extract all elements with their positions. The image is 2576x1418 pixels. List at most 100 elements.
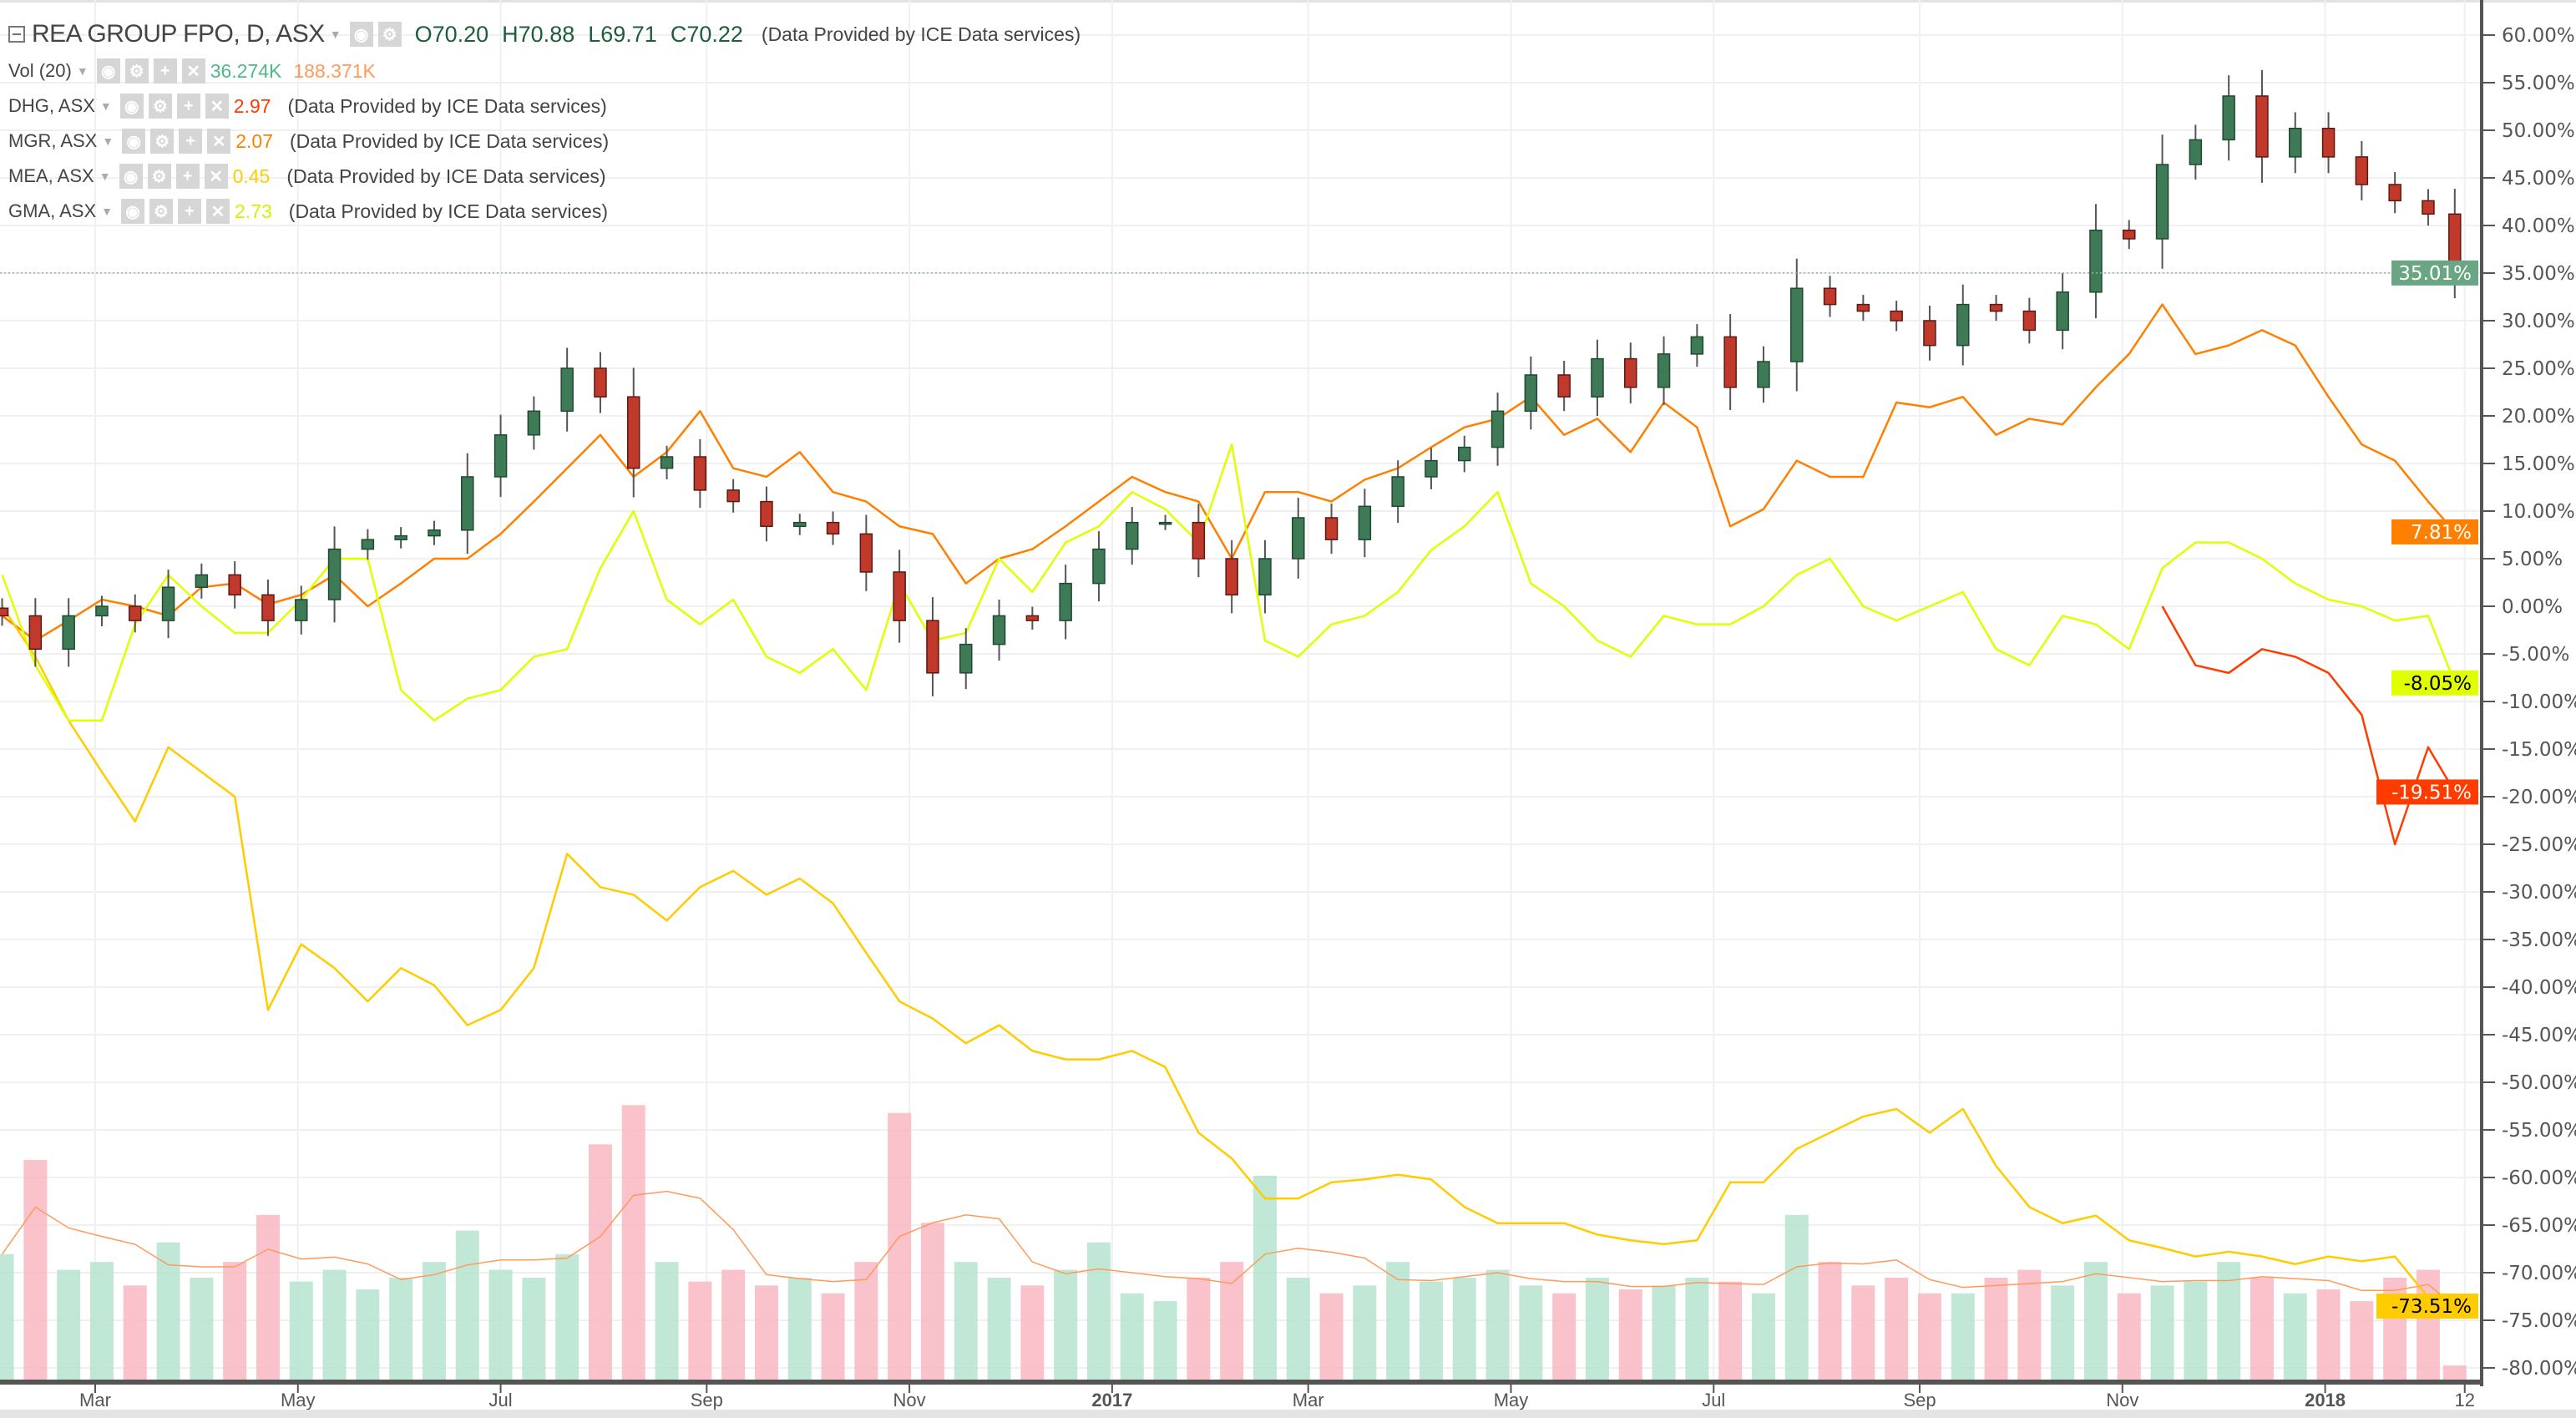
y-tick-label: -20.00% xyxy=(2502,787,2576,808)
volume-bar xyxy=(23,1160,48,1380)
gear-icon[interactable]: ⚙ xyxy=(124,58,149,84)
series-line-mea[interactable] xyxy=(1,605,2456,1308)
candle xyxy=(1258,558,1272,596)
compare-legend-row: MEA, ASX ▼ ◉ ⚙ + ✕ 0.45 (Data Provided b… xyxy=(8,159,1081,194)
candle xyxy=(760,500,773,527)
candle xyxy=(1458,446,1471,462)
volume-bar xyxy=(821,1293,845,1380)
candle xyxy=(1391,476,1404,508)
candle xyxy=(0,607,9,617)
y-tick-label: -50.00% xyxy=(2502,1072,2576,1094)
candle xyxy=(1225,558,1238,596)
candle xyxy=(959,643,973,674)
volume-bar xyxy=(2083,1262,2108,1380)
plus-icon[interactable]: + xyxy=(175,164,200,189)
x-tick-label: Mar xyxy=(79,1390,111,1410)
time-axis[interactable]: Mar May Jul Sep Nov 2017 Mar May Jul Sep Nov 2018 12 xyxy=(79,1380,2475,1410)
compare-symbol-name[interactable]: GMA, ASX xyxy=(8,200,97,221)
compare-symbol-name[interactable]: MGR, ASX xyxy=(8,130,98,151)
candle xyxy=(28,615,43,651)
compare-value: 2.73 xyxy=(235,200,272,222)
eye-icon[interactable]: ◉ xyxy=(349,22,373,47)
volume-legend: Vol (20) ▼ ◉ ⚙ + ✕ 36.274K 188.371K xyxy=(8,53,1081,89)
close-icon[interactable]: ✕ xyxy=(204,164,228,189)
gear-icon[interactable]: ⚙ xyxy=(150,129,175,154)
last-value-label-rea-bg xyxy=(2391,260,2478,286)
candle xyxy=(594,367,607,398)
price-axis[interactable]: 60.00% 55.00% 50.00% 45.00% 40.00% 35.00% 30.0… xyxy=(2483,25,2576,1380)
volume-bar xyxy=(1253,1175,1277,1380)
candle xyxy=(1757,361,1770,388)
candle xyxy=(2189,139,2203,165)
candle xyxy=(261,594,275,621)
close-icon[interactable]: ✕ xyxy=(181,58,205,84)
symbol-title[interactable]: REA GROUP FPO, D, ASX xyxy=(32,20,325,48)
last-value-label-gma-bg xyxy=(2391,670,2478,696)
volume-bar xyxy=(2017,1269,2042,1380)
volume-bar xyxy=(754,1285,778,1380)
volume-bar xyxy=(954,1262,978,1380)
volume-bar xyxy=(1519,1285,1543,1380)
gear-icon[interactable]: ⚙ xyxy=(377,22,402,47)
x-tick-label: Mar xyxy=(1293,1390,1324,1410)
x-tick-label: 2017 xyxy=(1091,1390,1132,1410)
volume-bar xyxy=(555,1253,579,1380)
chevron-down-icon[interactable]: ▼ xyxy=(329,28,342,41)
volume-bar xyxy=(1086,1242,1111,1380)
volume-bar xyxy=(1618,1289,1642,1380)
volume-bar xyxy=(920,1223,944,1380)
volume-bar xyxy=(987,1277,1011,1380)
compare-value: 0.45 xyxy=(232,165,271,187)
y-tick-label: 55.00% xyxy=(2502,73,2575,94)
plus-icon[interactable]: + xyxy=(176,94,200,119)
eye-icon[interactable]: ◉ xyxy=(121,199,145,224)
candle xyxy=(2321,127,2336,158)
candle xyxy=(2422,200,2435,215)
close-icon[interactable]: ✕ xyxy=(206,199,230,224)
volume-ma-line xyxy=(1,1190,2456,1307)
volume-bar xyxy=(522,1277,546,1380)
collapse-legend-icon[interactable] xyxy=(8,26,25,43)
last-value-label-mea-bg xyxy=(2376,1294,2478,1319)
volume-value: 36.274K xyxy=(210,59,282,82)
plus-icon[interactable]: + xyxy=(178,199,202,224)
close-icon[interactable]: ✕ xyxy=(207,129,231,154)
y-tick-label: -70.00% xyxy=(2502,1263,2576,1284)
compare-symbol-name[interactable]: DHG, ASX xyxy=(8,95,95,116)
gear-icon[interactable]: ⚙ xyxy=(147,164,171,189)
volume-bar xyxy=(1751,1293,1775,1380)
plus-icon[interactable]: + xyxy=(153,58,177,84)
eye-icon[interactable]: ◉ xyxy=(119,94,144,119)
series-line-gma[interactable] xyxy=(1,443,2456,722)
volume-bar xyxy=(1885,1277,1909,1380)
gear-icon[interactable]: ⚙ xyxy=(149,199,174,224)
candle xyxy=(1524,374,1538,413)
eye-icon[interactable]: ◉ xyxy=(96,58,120,84)
chevron-down-icon[interactable]: ▼ xyxy=(102,134,114,148)
volume-name[interactable]: Vol (20) xyxy=(8,60,72,81)
chevron-down-icon[interactable]: ▼ xyxy=(99,170,111,183)
close-icon[interactable]: ✕ xyxy=(205,94,229,119)
candle xyxy=(1624,357,1637,388)
volume-bar xyxy=(1120,1293,1144,1380)
eye-icon[interactable]: ◉ xyxy=(119,164,143,189)
y-tick-label: 40.00% xyxy=(2502,215,2575,237)
eye-icon[interactable]: ◉ xyxy=(122,129,146,154)
candle xyxy=(1923,320,1936,347)
candle xyxy=(1823,287,1837,306)
series-line-dhg[interactable] xyxy=(2161,605,2456,846)
chevron-down-icon[interactable]: ▼ xyxy=(76,64,89,78)
y-tick-label: -30.00% xyxy=(2502,882,2576,904)
gear-icon[interactable]: ⚙ xyxy=(148,94,172,119)
candle xyxy=(992,615,1006,646)
plus-icon[interactable]: + xyxy=(179,129,203,154)
low-value: L69.71 xyxy=(588,21,657,47)
candle xyxy=(1657,353,1671,388)
chevron-down-icon[interactable]: ▼ xyxy=(99,99,112,113)
volume-pane xyxy=(0,1105,2467,1380)
y-tick-label: 30.00% xyxy=(2502,311,2575,332)
chevron-down-icon[interactable]: ▼ xyxy=(101,205,114,218)
compare-symbol-name[interactable]: MEA, ASX xyxy=(8,165,94,186)
y-tick-label: 0.00% xyxy=(2502,596,2563,618)
